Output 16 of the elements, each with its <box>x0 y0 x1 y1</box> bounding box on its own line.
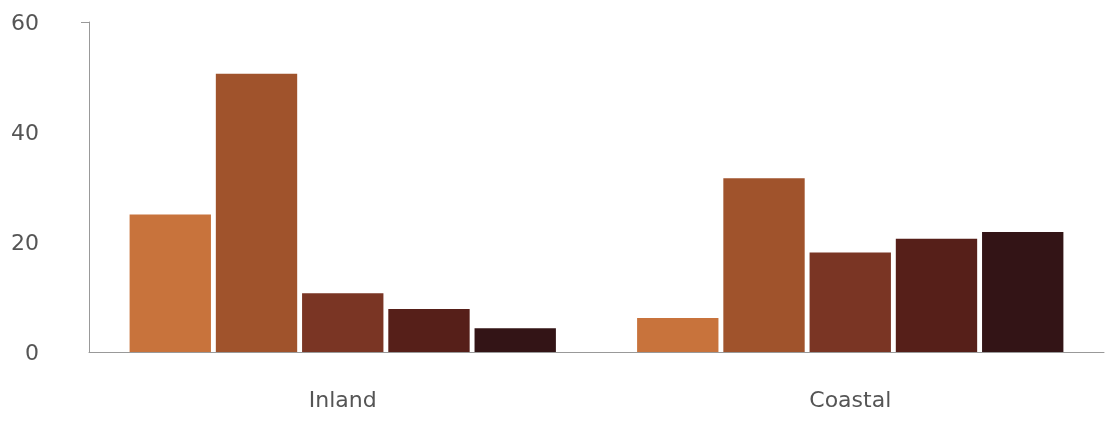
x-tick-label: Coastal <box>809 386 892 412</box>
bar <box>474 328 556 352</box>
bar <box>809 252 891 352</box>
bar <box>129 214 211 352</box>
bar <box>388 309 470 352</box>
bar <box>637 317 719 352</box>
y-tick-label: 20 <box>10 229 39 255</box>
x-tick-label: Inland <box>308 386 377 412</box>
bar <box>982 232 1064 352</box>
y-tick-label: 60 <box>10 9 39 35</box>
bar <box>215 73 298 352</box>
y-tick-label: 0 <box>24 339 39 365</box>
y-tick-label: 40 <box>10 119 39 145</box>
bar <box>723 178 805 352</box>
bar <box>895 238 978 352</box>
bar <box>302 293 384 352</box>
